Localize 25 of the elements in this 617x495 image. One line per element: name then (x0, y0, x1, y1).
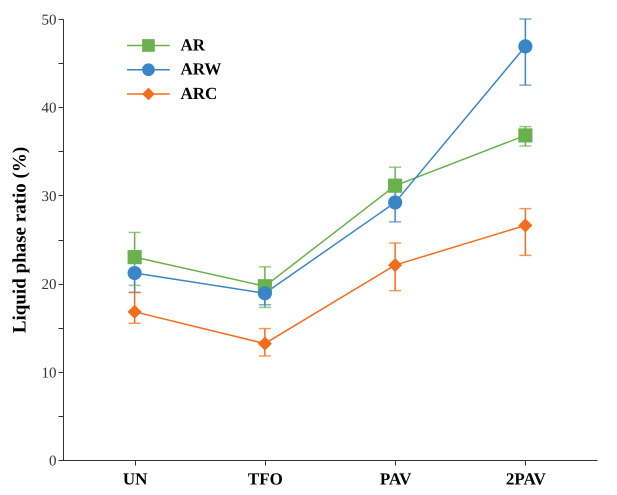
point (258, 336, 272, 351)
point (518, 218, 532, 232)
y-tick-label: 10 (42, 365, 56, 382)
y-tick-label: 30 (42, 188, 56, 205)
y-tick-label: 0 (49, 454, 56, 470)
y-tick-label: 40 (42, 100, 56, 117)
x-tick-label: UN (122, 470, 148, 488)
x-tick-label: PAV (380, 470, 412, 488)
x-tick-label: 2PAV (506, 470, 547, 488)
point (388, 258, 402, 272)
point (128, 304, 142, 319)
point (388, 195, 402, 210)
y-tick-label: 50 (42, 12, 56, 28)
x-tick-label: TFO (248, 470, 283, 488)
point (128, 266, 142, 280)
legend-label: ARC (180, 84, 218, 103)
legend-label: AR (180, 35, 206, 54)
y-axis-title: Liquid phase ratio (%) (10, 146, 30, 334)
point (258, 286, 272, 300)
point (518, 128, 532, 142)
point (388, 178, 402, 193)
point (128, 250, 142, 264)
point (518, 39, 532, 54)
y-tick-label: 20 (42, 277, 56, 294)
legend-label: ARW (180, 60, 222, 79)
